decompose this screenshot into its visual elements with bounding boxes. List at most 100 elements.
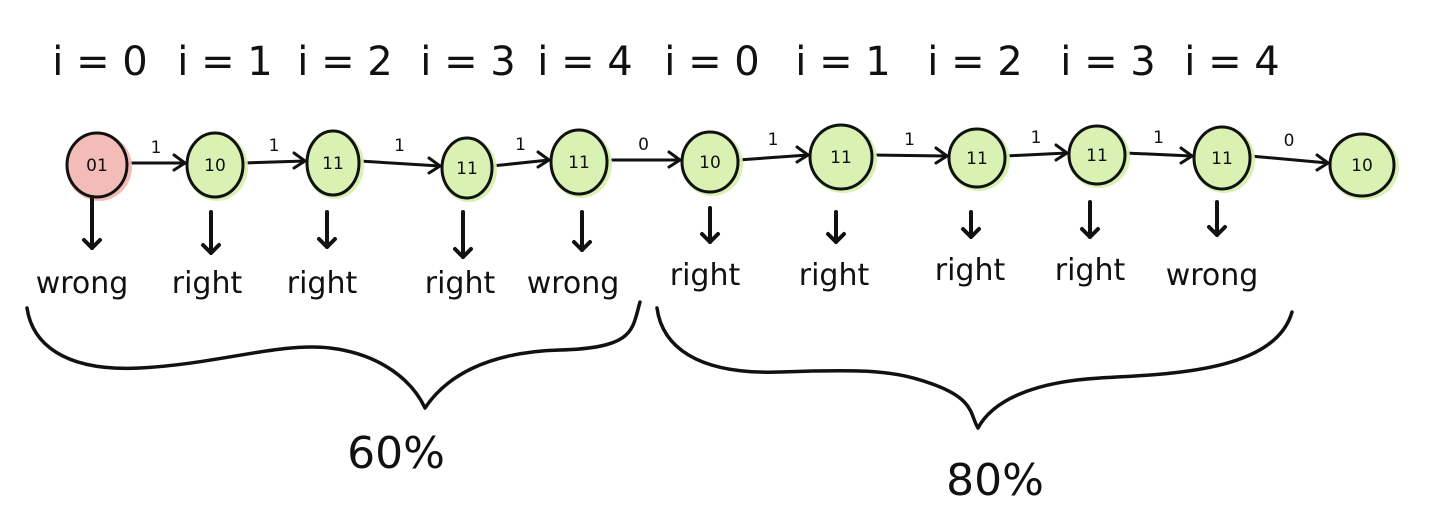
transition-label: 0 <box>638 135 649 155</box>
iteration-label: i = 1 <box>795 39 891 85</box>
state-node: 10 <box>1328 132 1399 200</box>
state-node: 11 <box>947 127 1010 191</box>
verdict-labels: wrong right right right wrong right righ… <box>36 253 1259 301</box>
transition-label: 1 <box>904 130 915 150</box>
iteration-label: i = 3 <box>1060 39 1156 85</box>
state-highlight <box>441 138 497 202</box>
state-node: 11 <box>808 123 877 193</box>
state-highlight <box>809 125 877 193</box>
verdict-label: right <box>1055 253 1126 288</box>
state-circle <box>680 130 740 194</box>
group-brace-2 <box>655 306 1294 430</box>
transition-arrowhead <box>172 153 187 172</box>
state-circle <box>440 136 494 200</box>
group-percentages: 60% 80% <box>347 428 1044 506</box>
transition-label: 1 <box>269 136 280 156</box>
verdict-arrowhead <box>826 232 846 244</box>
iteration-label: i = 3 <box>420 39 516 85</box>
state-highlight <box>681 132 743 196</box>
state-highlight <box>186 133 248 201</box>
transition-arrowhead <box>292 151 307 170</box>
state-highlight <box>306 131 364 199</box>
verdict-arrowhead <box>700 232 720 244</box>
transition-arrow <box>241 159 307 165</box>
transition-arrowhead <box>934 146 949 165</box>
state-node: 01 <box>65 131 132 201</box>
iteration-label: i = 1 <box>177 39 273 85</box>
state-circle <box>549 128 609 196</box>
state-label: 11 <box>1211 149 1233 169</box>
iteration-label: i = 2 <box>927 39 1023 85</box>
state-label: 11 <box>966 149 988 169</box>
group-percent: 80% <box>946 455 1044 506</box>
transition-label: 1 <box>515 135 526 155</box>
state-label: 10 <box>699 153 721 173</box>
transition-arrowhead <box>795 145 810 164</box>
verdict-arrowhead <box>961 227 981 239</box>
verdict-arrowhead <box>1207 225 1227 237</box>
verdict-label: right <box>670 258 741 293</box>
transition-arrowhead <box>667 150 682 169</box>
state-highlight <box>66 133 132 201</box>
verdict-label: right <box>799 258 870 293</box>
group-percent: 60% <box>347 428 445 479</box>
verdict-label: right <box>935 253 1006 288</box>
state-label: 01 <box>86 156 108 176</box>
state-circle <box>1328 132 1396 198</box>
transition-arrow <box>1248 154 1330 165</box>
state-circle <box>808 123 874 191</box>
state-highlight <box>1329 134 1399 200</box>
verdict-label: wrong <box>36 266 129 301</box>
state-circle <box>1192 125 1252 191</box>
iteration-label: i = 4 <box>537 39 633 85</box>
transition-arrow <box>1123 151 1194 158</box>
state-circle <box>65 131 129 199</box>
state-node: 11 <box>305 129 364 199</box>
verdict-arrowhead <box>1080 227 1100 239</box>
verdict-arrowhead <box>453 247 473 259</box>
group-brace-1 <box>25 300 642 410</box>
state-highlight <box>550 130 612 198</box>
iteration-label: i = 0 <box>664 39 760 85</box>
verdict-label: right <box>425 266 496 301</box>
verdict-label: right <box>287 266 358 301</box>
transition-label: 1 <box>151 138 162 158</box>
state-circle <box>947 127 1007 189</box>
state-node: 11 <box>1067 124 1130 188</box>
transition-label: 1 <box>1031 128 1042 148</box>
state-node: 11 <box>440 136 497 202</box>
state-node: 11 <box>1192 125 1255 193</box>
verdict-label: wrong <box>1166 258 1259 293</box>
state-label: 11 <box>456 159 478 179</box>
transition-arrow <box>490 158 551 168</box>
transition-label: 1 <box>768 130 779 150</box>
state-label: 11 <box>830 148 852 168</box>
group-braces <box>25 300 1294 430</box>
iteration-label: i = 4 <box>1184 39 1280 85</box>
transition-arrowhead <box>427 156 442 175</box>
state-circle <box>1067 124 1127 186</box>
state-highlight <box>1068 126 1130 188</box>
state-nodes: 01 10 11 11 11 10 11 11 11 11 10 <box>65 123 1399 202</box>
transition-arrowhead <box>1054 143 1069 162</box>
transition-label: 1 <box>1153 128 1164 148</box>
transition-label: 1 <box>394 136 405 156</box>
state-circle <box>185 131 245 199</box>
iteration-label: i = 2 <box>297 39 393 85</box>
verdict-arrowhead <box>82 238 102 250</box>
iteration-label: i = 0 <box>52 39 148 85</box>
transition-arrowhead <box>536 150 551 169</box>
transition-label: 0 <box>1284 131 1295 151</box>
iteration-labels: i = 0 i = 1 i = 2 i = 3 i = 4 i = 0 i = … <box>52 39 1280 85</box>
state-node: 11 <box>549 128 612 198</box>
verdict-label: wrong <box>527 266 620 301</box>
verdict-arrowhead <box>572 240 592 252</box>
transition-arrowhead <box>1315 153 1330 172</box>
state-circle <box>305 129 361 197</box>
verdict-arrows <box>82 195 1227 259</box>
transition-arrow <box>1003 151 1069 158</box>
state-label: 11 <box>568 153 590 173</box>
state-highlight <box>948 129 1010 191</box>
verdict-arrowhead <box>317 237 337 249</box>
